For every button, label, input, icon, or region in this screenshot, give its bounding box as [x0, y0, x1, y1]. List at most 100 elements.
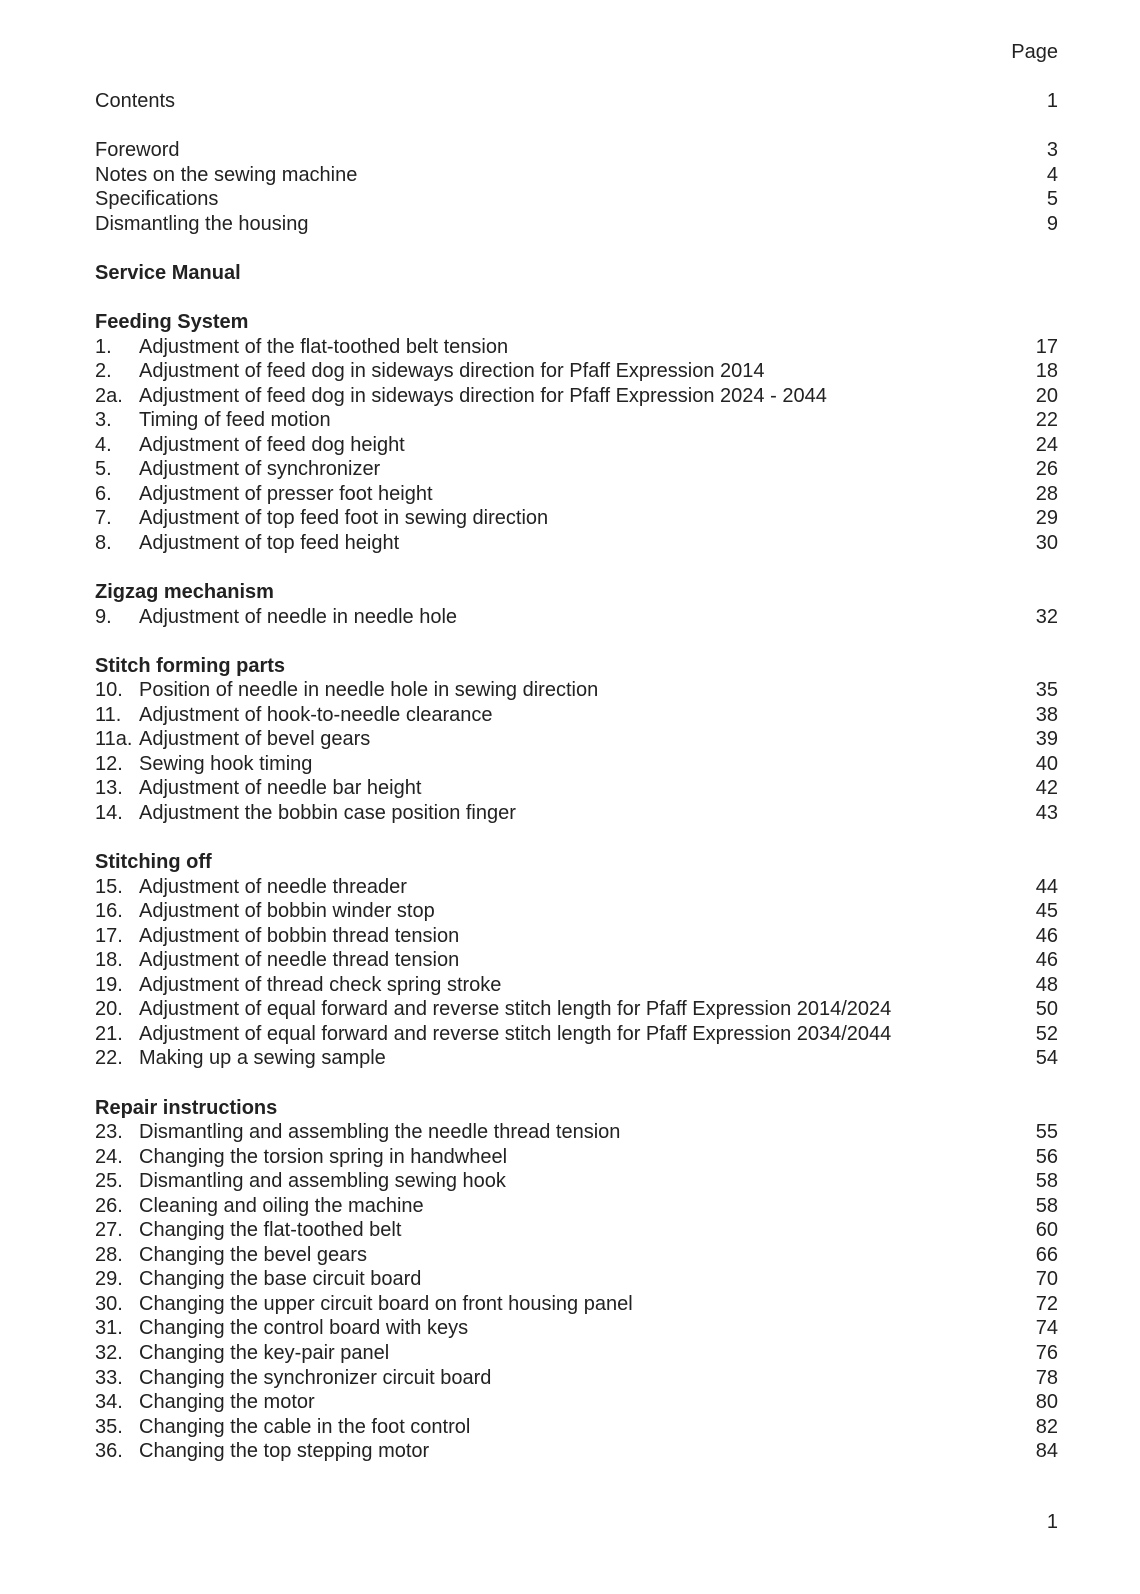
toc-entry: 35. Changing the cable in the foot contro…	[95, 1415, 1058, 1440]
toc-entry: 23. Dismantling and assembling the needle…	[95, 1120, 1058, 1145]
entry-page: 46	[1035, 949, 1058, 972]
entry-number: 9.	[95, 605, 112, 628]
entry-number: 12.	[95, 752, 123, 775]
section-heading-text: Feeding System	[95, 311, 249, 334]
page-column-header: Page	[95, 40, 1058, 65]
entry-number: 5.	[95, 458, 112, 481]
entry-number: 11.	[95, 703, 122, 726]
entry-page: 58	[1035, 1194, 1058, 1217]
entry-title: Sewing hook timing	[139, 752, 313, 775]
entry-page: 76	[1035, 1341, 1058, 1364]
toc-entry: 16. Adjustment of bobbin winder stop 45	[95, 899, 1058, 924]
entry-page: 44	[1035, 875, 1058, 898]
entry-number: 6.	[95, 482, 112, 505]
blank-line	[95, 555, 1058, 580]
entry-title: Adjustment of needle threader	[139, 875, 407, 898]
toc-entry: 34. Changing the motor 80	[95, 1390, 1058, 1415]
entry-title: Changing the torsion spring in handwheel	[139, 1145, 508, 1168]
entry-page: 20	[1035, 384, 1058, 407]
section-heading: Stitch forming parts	[95, 654, 1058, 679]
entry-page: 5	[1046, 188, 1058, 211]
page-label: Page	[1011, 41, 1058, 63]
entry-page: 32	[1035, 605, 1058, 628]
entry-title: Adjustment of equal forward and reverse …	[139, 1022, 892, 1045]
entry-number: 28.	[95, 1243, 123, 1266]
entry-number: 7.	[95, 507, 112, 530]
entry-title: Adjustment of feed dog height	[139, 433, 405, 456]
entry-number: 3.	[95, 409, 112, 432]
entry-page: 52	[1035, 1022, 1058, 1045]
entry-title: Making up a sewing sample	[139, 1047, 386, 1070]
entry-number: 11a.	[95, 728, 133, 751]
toc-entry: 4. Adjustment of feed dog height 24	[95, 433, 1058, 458]
entry-title: Adjustment of needle bar height	[139, 777, 422, 800]
toc-entry: 2. Adjustment of feed dog in sideways dir…	[95, 359, 1058, 384]
toc-entry: 18. Adjustment of needle thread tension 46	[95, 948, 1058, 973]
entry-number: 14.	[95, 801, 123, 824]
entry-page: 58	[1035, 1170, 1058, 1193]
entry-page: 50	[1035, 998, 1058, 1021]
entry-page: 9	[1046, 212, 1058, 235]
entry-title: Adjustment of bobbin winder stop	[139, 900, 435, 923]
entry-number: 2.	[95, 360, 112, 383]
entry-title: Adjustment of top feed foot in sewing di…	[139, 507, 549, 530]
entry-number: 26.	[95, 1194, 123, 1217]
entry-number: 24.	[95, 1145, 123, 1168]
blank-line	[95, 629, 1058, 654]
entry-title: Changing the synchronizer circuit board	[139, 1366, 492, 1389]
entry-page: 3	[1046, 139, 1058, 162]
entry-title: Adjustment of synchronizer	[139, 458, 381, 481]
entry-title: Changing the flat-toothed belt	[139, 1219, 402, 1242]
entry-title: Contents	[95, 90, 176, 113]
entry-number: 31.	[95, 1317, 123, 1340]
section-heading: Repair instructions	[95, 1096, 1058, 1121]
toc-entry: 36. Changing the top stepping motor 84	[95, 1439, 1058, 1464]
blank-line	[95, 65, 1058, 90]
entry-page: 74	[1035, 1317, 1058, 1340]
entry-page: 66	[1035, 1243, 1058, 1266]
entry-page: 55	[1035, 1121, 1058, 1144]
entry-number: 18.	[95, 949, 123, 972]
entry-page: 24	[1035, 433, 1058, 456]
manual-heading: Service Manual	[95, 261, 241, 284]
toc-entry: Specifications 5	[95, 187, 1058, 212]
entry-page: 42	[1035, 777, 1058, 800]
entry-page: 84	[1035, 1440, 1058, 1463]
toc-entry-contents: Contents 1	[95, 89, 1058, 114]
entry-number: 27.	[95, 1219, 123, 1242]
entry-number: 13.	[95, 777, 123, 800]
toc-entry: 19. Adjustment of thread check spring str…	[95, 973, 1058, 998]
entry-number: 34.	[95, 1391, 123, 1414]
section-heading-text: Repair instructions	[95, 1096, 278, 1119]
toc-entry: 8. Adjustment of top feed height 30	[95, 531, 1058, 556]
entry-page: 72	[1035, 1292, 1058, 1315]
blank-line	[95, 236, 1058, 261]
toc-entry: 29. Changing the base circuit board 70	[95, 1267, 1058, 1292]
section-heading-text: Stitch forming parts	[95, 654, 286, 677]
entry-page: 82	[1035, 1415, 1058, 1438]
toc-entry: 32. Changing the key-pair panel 76	[95, 1341, 1058, 1366]
entry-title: Adjustment of equal forward and reverse …	[139, 998, 892, 1021]
entry-number: 35.	[95, 1415, 123, 1438]
entry-title: Cleaning and oiling the machine	[139, 1194, 424, 1217]
entry-number: 23.	[95, 1121, 123, 1144]
entry-number: 16.	[95, 900, 123, 923]
table-of-contents: Page Contents 1 Foreword 3 Notes on the sewin…	[95, 40, 1058, 1464]
section-heading-text: Stitching off	[95, 851, 212, 874]
toc-entry: 26. Cleaning and oiling the machine 58	[95, 1194, 1058, 1219]
entry-page: 30	[1035, 531, 1058, 554]
toc-entry: 9. Adjustment of needle in needle hole 32	[95, 605, 1058, 630]
toc-entry: 13. Adjustment of needle bar height 42	[95, 776, 1058, 801]
toc-entry: 6. Adjustment of presser foot height 28	[95, 482, 1058, 507]
entry-title: Adjustment of feed dog in sideways direc…	[139, 384, 827, 407]
toc-entry: 31. Changing the control board with keys 7…	[95, 1316, 1058, 1341]
toc-entry: 3. Timing of feed motion 22	[95, 408, 1058, 433]
section-heading: Feeding System	[95, 310, 1058, 335]
toc-entry: 30. Changing the upper circuit board on f…	[95, 1292, 1058, 1317]
toc-entry: 28. Changing the bevel gears 66	[95, 1243, 1058, 1268]
blank-line	[95, 826, 1058, 851]
entry-title: Adjustment of needle thread tension	[139, 949, 460, 972]
entry-title: Dismantling and assembling sewing hook	[139, 1170, 506, 1193]
entry-page: 70	[1035, 1268, 1058, 1291]
blank-line	[95, 114, 1058, 139]
